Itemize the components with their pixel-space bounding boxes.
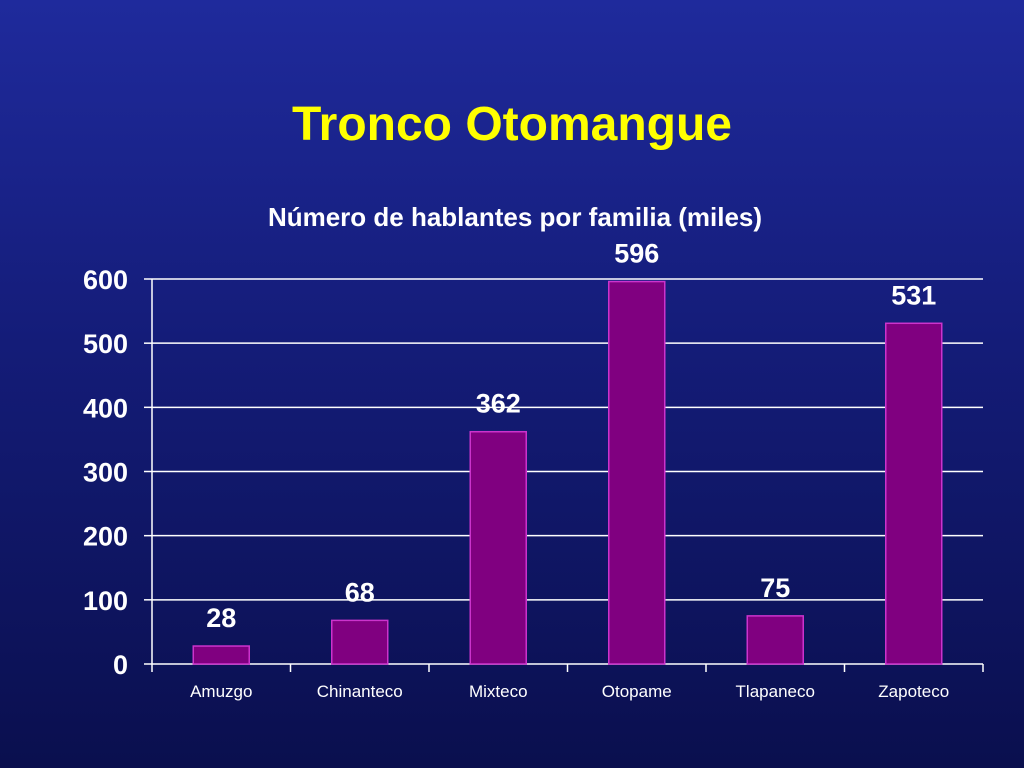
slide-title: Tronco Otomangue [291,98,732,151]
data-label: 596 [614,239,659,269]
y-tick-label: 300 [83,458,128,488]
chart-title: Número de hablantes por familia (miles) [268,202,762,232]
bar-tlapaneco [746,615,804,665]
y-tick-label: 100 [83,586,128,616]
data-labels: 28 68 362 596 75 531 [206,239,936,633]
y-tick-label: 600 [83,265,128,295]
x-tick-label: Mixteco [469,682,528,701]
x-tick-label: Tlapaneco [736,682,815,701]
gridlines [152,278,983,601]
y-tick-label: 400 [83,393,128,423]
y-tick-label: 200 [83,522,128,552]
y-tick-label: 500 [83,329,128,359]
data-label: 531 [891,280,936,310]
x-tick-labels: Amuzgo Chinanteco Mixteco Otopame Tlapaneco Z… [190,682,949,701]
data-label: 75 [760,573,790,603]
y-tick-label: 0 [113,650,128,680]
bars [192,280,943,665]
x-tick-label: Otopame [602,682,672,701]
x-tick-label: Chinanteco [317,682,403,701]
data-label: 362 [476,389,521,419]
bar-chinanteco [331,619,389,665]
bar-mixteco [469,430,527,665]
axes [144,278,984,672]
bar-otopame [608,280,666,665]
bar-zapoteco [885,322,943,665]
data-label: 68 [345,577,375,607]
bar-amuzgo [192,645,250,665]
y-tick-labels: 0 100 200 300 400 500 600 [83,265,128,680]
x-tick-label: Amuzgo [190,682,252,701]
x-tick-label: Zapoteco [878,682,949,701]
data-label: 28 [206,603,236,633]
